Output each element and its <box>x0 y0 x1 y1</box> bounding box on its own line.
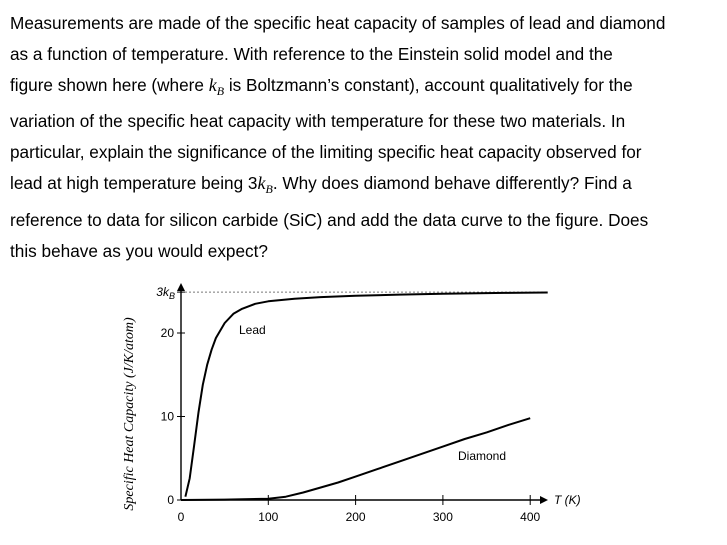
question-line-1: Measurements are made of the specific he… <box>10 13 666 33</box>
series-label-diamond: Diamond <box>458 449 506 463</box>
diamond-curve <box>180 417 531 501</box>
x-tick-label: 400 <box>520 510 540 524</box>
y-tick-label: 20 <box>161 326 175 340</box>
plot-area: 0 100 200 300 400 0 10 20 3kB T (K) Lead Diamond <box>156 283 581 524</box>
question-line-6a: lead at high temperature being 3 <box>10 172 258 193</box>
boltzmann-k-symbol: k <box>208 74 217 95</box>
series-label-lead: Lead <box>239 323 266 337</box>
question-line-8: this behave as you would expect? <box>10 240 268 261</box>
limit-k-symbol: k <box>257 172 266 193</box>
question-line-4: variation of the specific heat capacity … <box>10 111 626 132</box>
boltzmann-subscript: B <box>216 83 225 98</box>
question-line-3a: figure shown here (where <box>10 74 209 95</box>
heat-capacity-figure: Specific Heat Capacity (J/K/atom) 0 100 20… <box>0 248 727 540</box>
question-line-5: particular, explain the significance of … <box>10 142 642 163</box>
limit-label: 3kB <box>156 285 175 301</box>
x-tick-label: 200 <box>346 510 366 524</box>
y-axis-label: Specific Heat Capacity (J/K/atom) <box>122 317 137 511</box>
question-line-7: reference to data for silicon carbide (S… <box>10 209 649 230</box>
question-line-2: as a function of temperature. With refer… <box>10 43 613 64</box>
x-tick-label: 300 <box>433 510 453 524</box>
y-tick-label: 0 <box>167 493 174 507</box>
x-axis-arrow-icon <box>540 496 548 504</box>
question-line-3b: is Boltzmann’s constant), account qualit… <box>224 74 633 95</box>
x-tick-label: 100 <box>258 510 278 524</box>
lead-curve <box>184 291 548 497</box>
x-tick-label: 0 <box>178 510 185 524</box>
y-axis-arrow-icon <box>177 283 185 291</box>
heat-capacity-chart: Specific Heat Capacity (J/K/atom) 0 100 20… <box>122 283 581 524</box>
x-axis-label: T (K) <box>554 493 581 507</box>
limit-k-subscript: B <box>265 181 273 196</box>
y-tick-label: 10 <box>161 410 175 424</box>
question-line-6b: . Why does diamond behave differently? F… <box>272 172 632 193</box>
question-text: Measurements are made of the specific he… <box>10 8 715 266</box>
